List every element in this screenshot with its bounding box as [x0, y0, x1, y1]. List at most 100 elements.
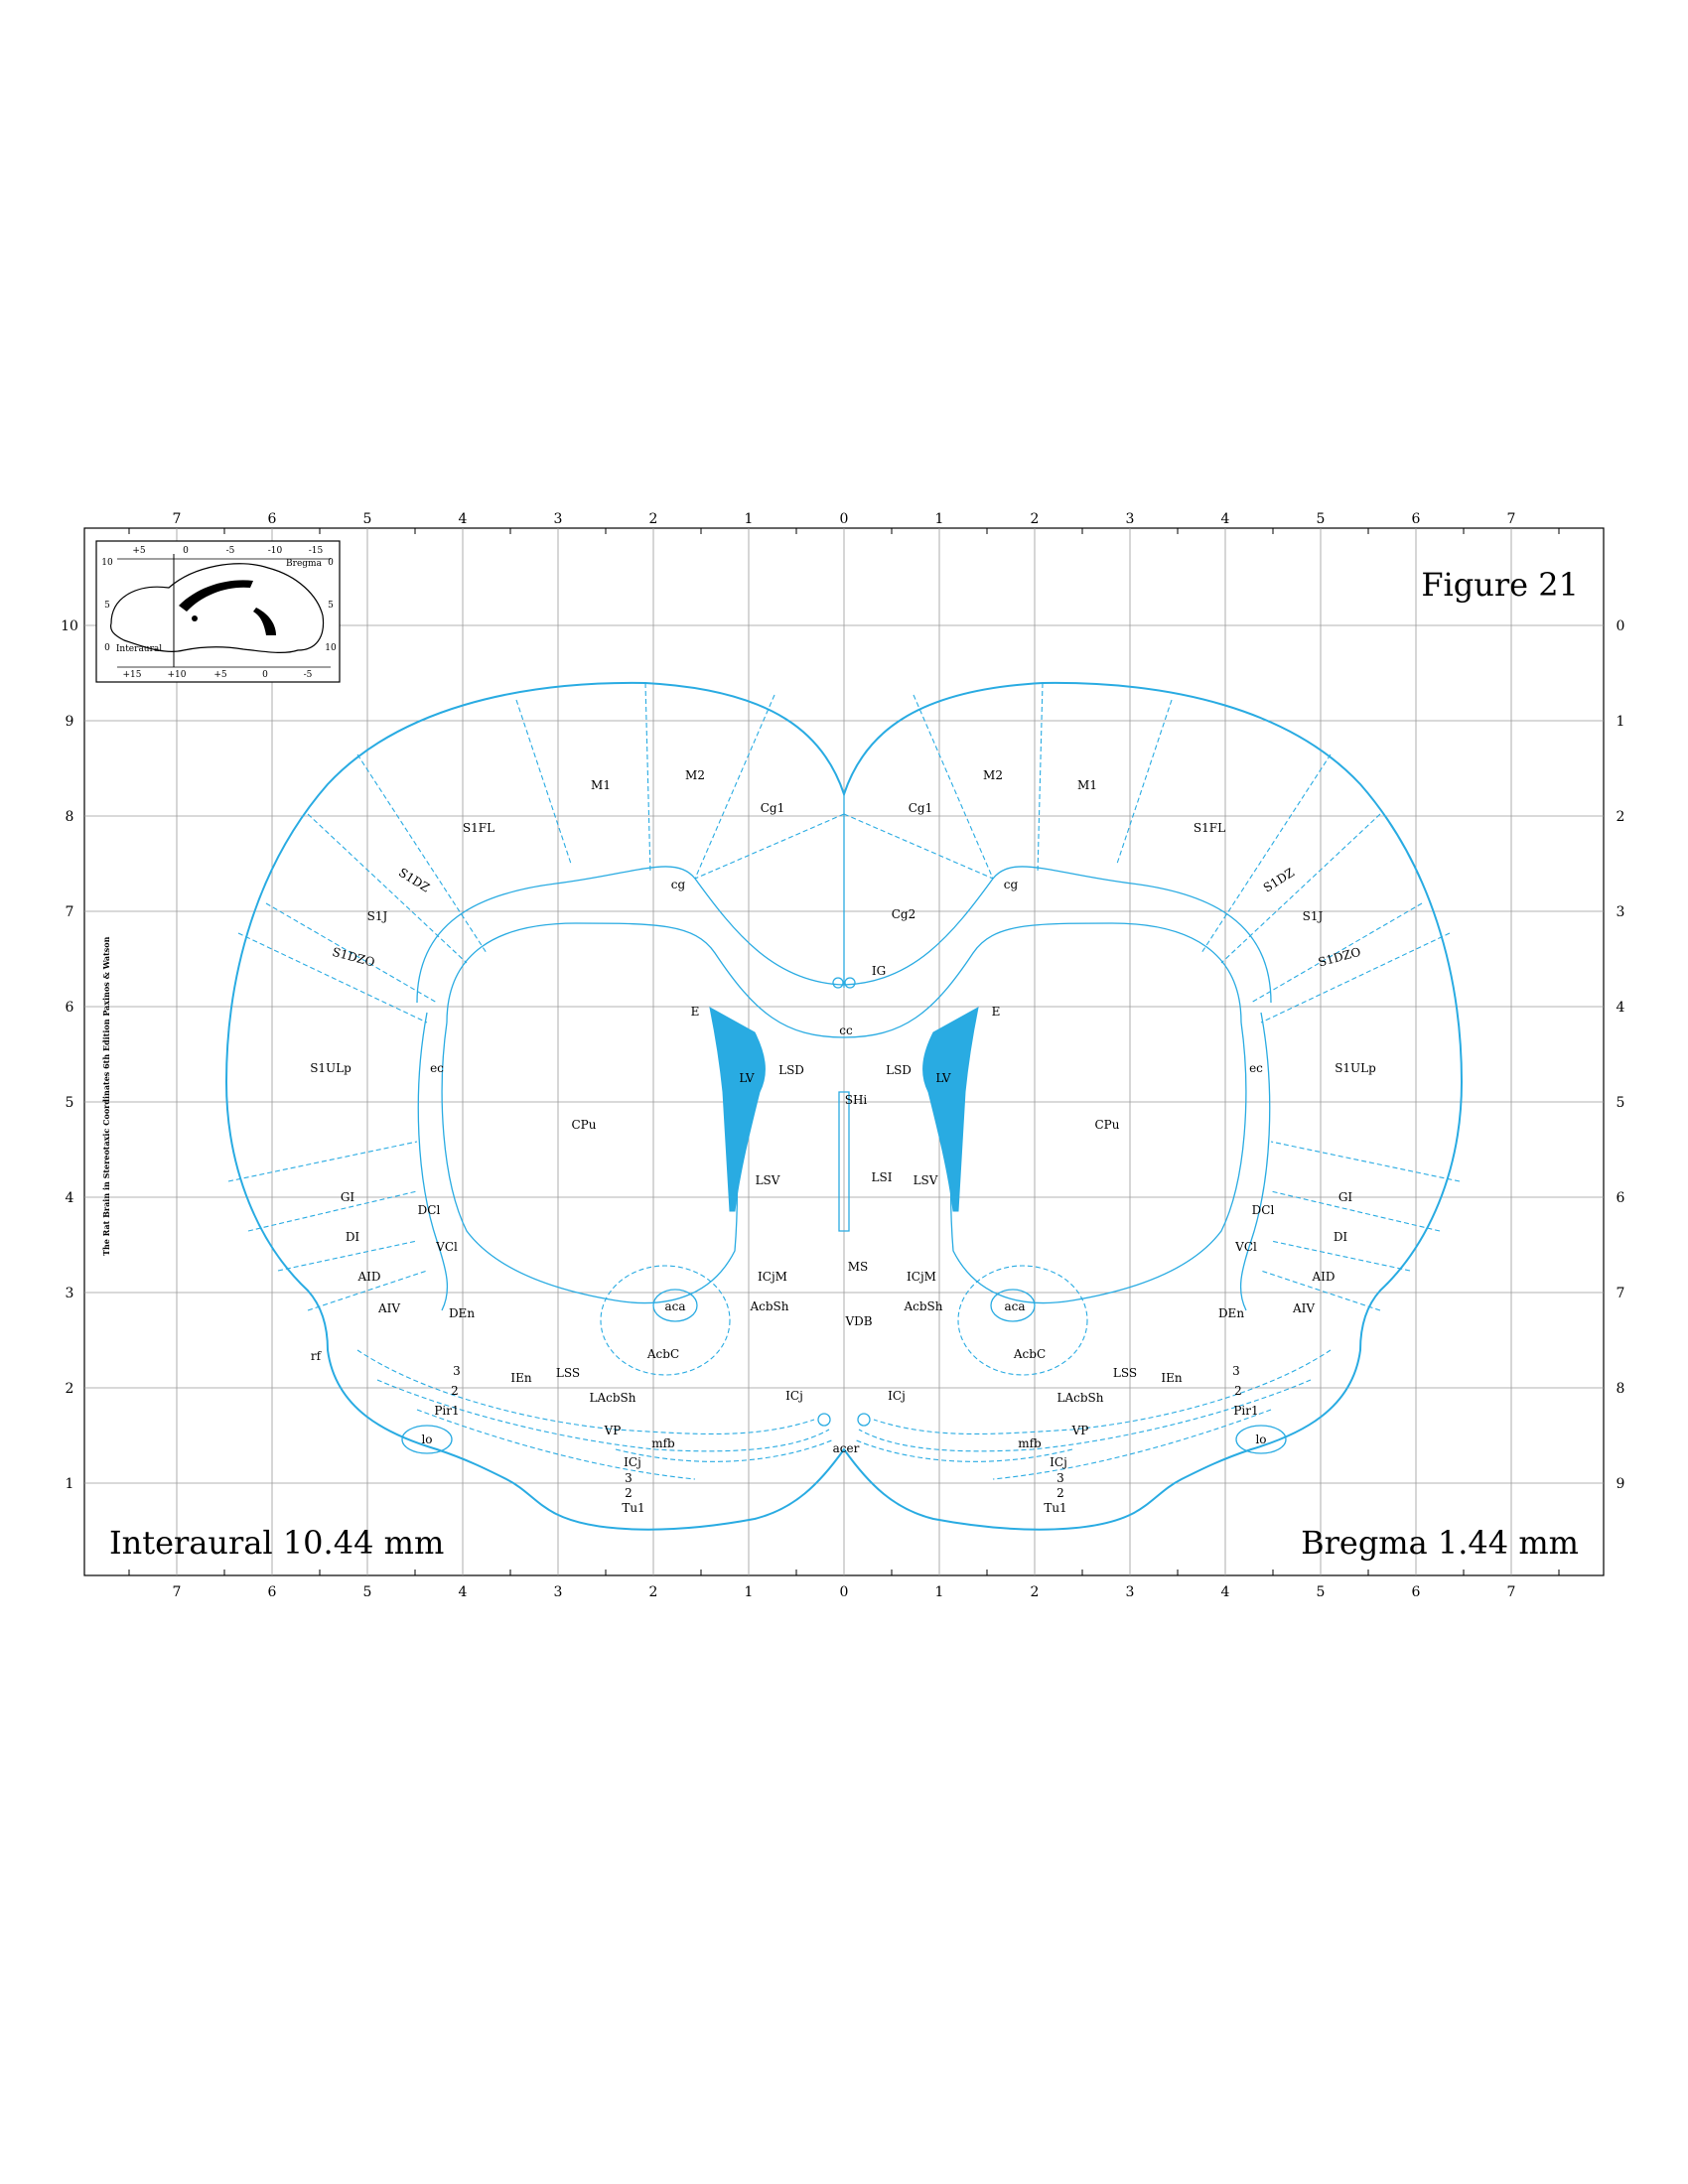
right-tick: 0 — [1617, 618, 1625, 634]
interaural-label: Interaural 10.44 mm — [109, 1524, 444, 1562]
bottom-tick: 6 — [268, 1584, 277, 1600]
label-Tu1-left: Tu1 — [622, 1501, 644, 1515]
label-ec-left: ec — [430, 1061, 444, 1075]
label-aca-right: aca — [1004, 1299, 1025, 1313]
left-tick: 7 — [66, 904, 74, 920]
label-IEn-left: IEn — [510, 1371, 532, 1385]
label-aca-left: aca — [664, 1299, 685, 1313]
brain-section — [224, 681, 1464, 1531]
coordinate-grid — [84, 528, 1604, 1575]
left-striatum-border — [441, 1022, 739, 1304]
top-tick: 7 — [173, 511, 182, 527]
frame-minor-ticks — [128, 528, 1560, 1575]
label-GI-right: GI — [1338, 1190, 1353, 1204]
sagittal-inset: 10 5 0 0 5 10 +5 0 -5 -10 -15 +15 +10 +5… — [95, 540, 341, 683]
top-tick: 0 — [840, 511, 849, 527]
ventral-layers-right — [853, 1349, 1332, 1480]
left-tick: 9 — [66, 714, 74, 730]
inset-bottom-tick: 0 — [262, 670, 268, 680]
bottom-tick: 1 — [745, 1584, 754, 1600]
label-lo-left: lo — [421, 1433, 432, 1446]
left-tick: 4 — [66, 1190, 74, 1206]
top-tick: 3 — [554, 511, 563, 527]
bottom-tick: 7 — [1507, 1584, 1516, 1600]
top-tick: 5 — [1317, 511, 1326, 527]
label-mfb-left: mfb — [651, 1436, 675, 1450]
corpus-callosum-lower — [446, 922, 1242, 1038]
bottom-tick: 1 — [935, 1584, 944, 1600]
label-AIV-left: AIV — [377, 1301, 400, 1315]
right-tick: 6 — [1617, 1190, 1625, 1206]
label-lo-right: lo — [1255, 1433, 1266, 1446]
right-accumbens — [957, 1265, 1088, 1376]
label-M1-right: M1 — [1077, 778, 1097, 792]
left-axis: 10 9 8 7 6 5 4 3 2 1 — [61, 618, 78, 1492]
label-CPu-right: CPu — [1095, 1118, 1120, 1132]
label-S1FL-right: S1FL — [1194, 821, 1225, 835]
label-M2-right: M2 — [983, 768, 1003, 782]
right-tick: 9 — [1617, 1476, 1625, 1492]
label-3-left: 3 — [453, 1364, 461, 1378]
label-AID-left: AID — [356, 1270, 380, 1284]
figure-title: Figure 21 — [1421, 566, 1579, 604]
label-rf: rf — [311, 1349, 323, 1363]
label-VCl-right: VCl — [1234, 1240, 1257, 1254]
label-mfb-right: mfb — [1018, 1436, 1042, 1450]
label-VCl-left: VCl — [435, 1240, 458, 1254]
label-Cg1-right: Cg1 — [909, 801, 933, 815]
region-labels: M1 M2 Cg1 M2 M1 Cg1 Cg2 cg cg S1FL S1FL … — [310, 768, 1376, 1515]
label-2-tu-left: 2 — [625, 1486, 633, 1500]
top-tick: 2 — [1031, 511, 1040, 527]
left-tick: 5 — [66, 1095, 74, 1111]
label-Cg2: Cg2 — [892, 907, 916, 921]
label-DCl-left: DCl — [418, 1203, 441, 1217]
label-SHi: SHi — [845, 1093, 868, 1107]
inset-right-tick: 5 — [328, 601, 334, 611]
inset-top-tick: -5 — [226, 546, 235, 556]
label-AcbC-right: AcbC — [1013, 1347, 1046, 1361]
inset-top-tick: -10 — [268, 546, 283, 556]
label-LSD-right: LSD — [886, 1063, 912, 1077]
left-tick: 8 — [66, 809, 74, 825]
left-external-capsule — [417, 1012, 449, 1311]
right-axis: 0 1 2 3 4 5 6 7 8 9 — [1617, 618, 1625, 1492]
left-tick: 6 — [66, 1000, 74, 1016]
label-LSV-right: LSV — [914, 1173, 938, 1187]
label-DI-left: DI — [346, 1230, 360, 1244]
bottom-tick: 5 — [363, 1584, 372, 1600]
inset-top-tick: +5 — [132, 546, 146, 556]
label-LSS-left: LSS — [556, 1366, 580, 1380]
label-AcbSh-left: AcbSh — [749, 1299, 788, 1313]
left-lateral-ventricle — [709, 1007, 766, 1212]
left-ig — [832, 977, 844, 989]
left-tick: 10 — [61, 618, 78, 634]
label-M2-left: M2 — [685, 768, 705, 782]
right-tick: 8 — [1617, 1381, 1625, 1397]
inset-top-tick: 0 — [183, 546, 189, 556]
label-IG: IG — [872, 964, 886, 978]
label-IEn-right: IEn — [1161, 1371, 1183, 1385]
left-aca — [652, 1289, 698, 1322]
top-axis: 7 6 5 4 3 2 1 0 1 2 3 4 5 6 7 — [173, 511, 1516, 527]
top-tick: 1 — [935, 511, 944, 527]
label-E-left: E — [691, 1005, 700, 1019]
label-AcbSh-right: AcbSh — [903, 1299, 942, 1313]
label-S1DZ-right: S1DZ — [1261, 866, 1297, 895]
inset-bregma: Bregma — [286, 559, 323, 569]
top-tick: 2 — [649, 511, 658, 527]
label-CPu-left: CPu — [572, 1118, 597, 1132]
label-AIV-right: AIV — [1292, 1301, 1315, 1315]
left-tick: 1 — [66, 1476, 74, 1492]
bottom-axis: 7 6 5 4 3 2 1 0 1 2 3 4 5 6 7 — [173, 1584, 1516, 1600]
right-tick: 3 — [1617, 904, 1625, 920]
label-3-right: 3 — [1232, 1364, 1240, 1378]
label-DEn-left: DEn — [449, 1306, 475, 1320]
label-AID-right: AID — [1311, 1270, 1335, 1284]
label-cg-right: cg — [1004, 878, 1019, 891]
inset-left-tick: 10 — [101, 558, 113, 568]
label-DEn-right: DEn — [1218, 1306, 1244, 1320]
right-aca — [990, 1289, 1036, 1322]
cortex-divisions-right — [843, 682, 1461, 1311]
label-3-tu-left: 3 — [625, 1471, 633, 1485]
left-tick: 2 — [66, 1381, 74, 1397]
